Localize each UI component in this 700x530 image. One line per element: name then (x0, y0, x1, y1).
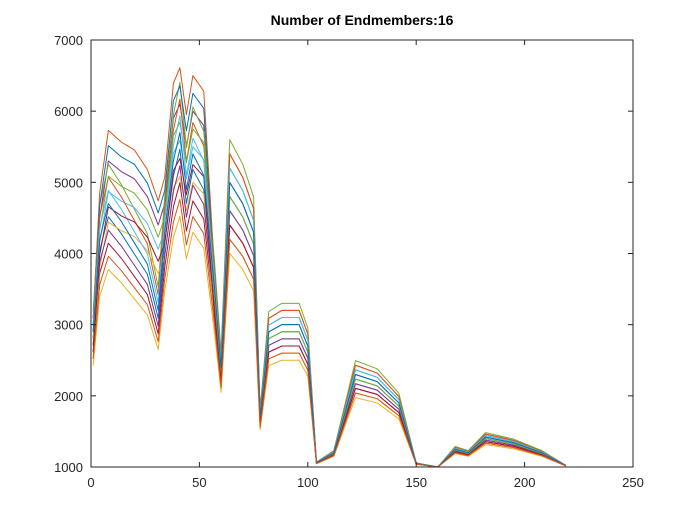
x-tick-label: 250 (622, 475, 644, 490)
x-tick-label: 0 (87, 475, 94, 490)
x-tick-label: 150 (405, 475, 427, 490)
x-tick-label: 200 (514, 475, 536, 490)
plot-area (92, 67, 567, 468)
y-tick-label: 4000 (54, 247, 83, 262)
y-tick-label: 2000 (54, 389, 83, 404)
x-tick-label: 50 (192, 475, 206, 490)
y-tick-label: 7000 (54, 33, 83, 48)
y-tick-label: 1000 (54, 460, 83, 475)
x-tick-label: 100 (297, 475, 319, 490)
y-tick-label: 3000 (54, 318, 83, 333)
y-tick-label: 6000 (54, 104, 83, 119)
series-line (92, 198, 566, 468)
y-tick-label: 5000 (54, 175, 83, 190)
chart-title: Number of Endmembers:16 (271, 12, 454, 28)
